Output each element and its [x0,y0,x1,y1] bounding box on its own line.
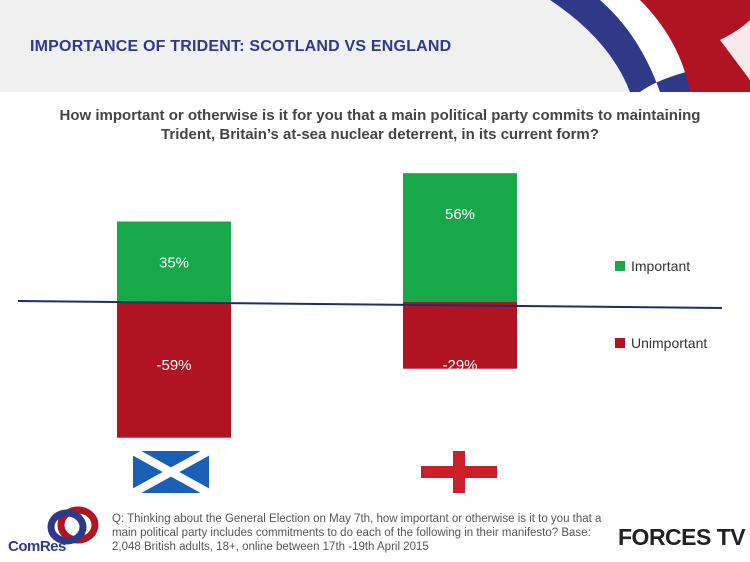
slide-title: IMPORTANCE OF TRIDENT: SCOTLAND VS ENGLA… [30,38,452,55]
data-label-england-unimportant: -29% [442,357,477,374]
legend-important-label: Important [631,258,691,274]
legend-unimportant-swatch [615,338,625,348]
comres-logo-text: ComRes [8,538,66,555]
zero-axis-line [17,300,723,309]
bar-england-unimportant [403,302,517,369]
bar-scotland-unimportant [117,302,231,438]
forces-tv-logo: FORCES TV [618,524,746,550]
data-label-england-important: 56% [445,206,475,223]
data-label-scotland-important: 35% [159,255,189,272]
comres-logo-rings [47,506,99,545]
bar-scotland-important [117,221,231,302]
bar-chart: 35% 56% -59% -29% [17,173,723,438]
footnote: Q: Thinking about the General Election o… [112,513,602,553]
bar-england-important [403,173,517,302]
legend-important-swatch [615,261,625,271]
scotland-flag [133,451,209,493]
legend-unimportant: Unimportant [615,335,707,351]
header-band: IMPORTANCE OF TRIDENT: SCOTLAND VS ENGLA… [0,0,750,92]
legend-important: Important [615,258,690,274]
header-swoosh-graphic [550,0,750,92]
legend-unimportant-label: Unimportant [631,335,708,351]
data-label-scotland-unimportant: -59% [156,357,191,374]
england-flag [421,451,497,493]
survey-question: How important or otherwise is it for you… [59,107,701,143]
